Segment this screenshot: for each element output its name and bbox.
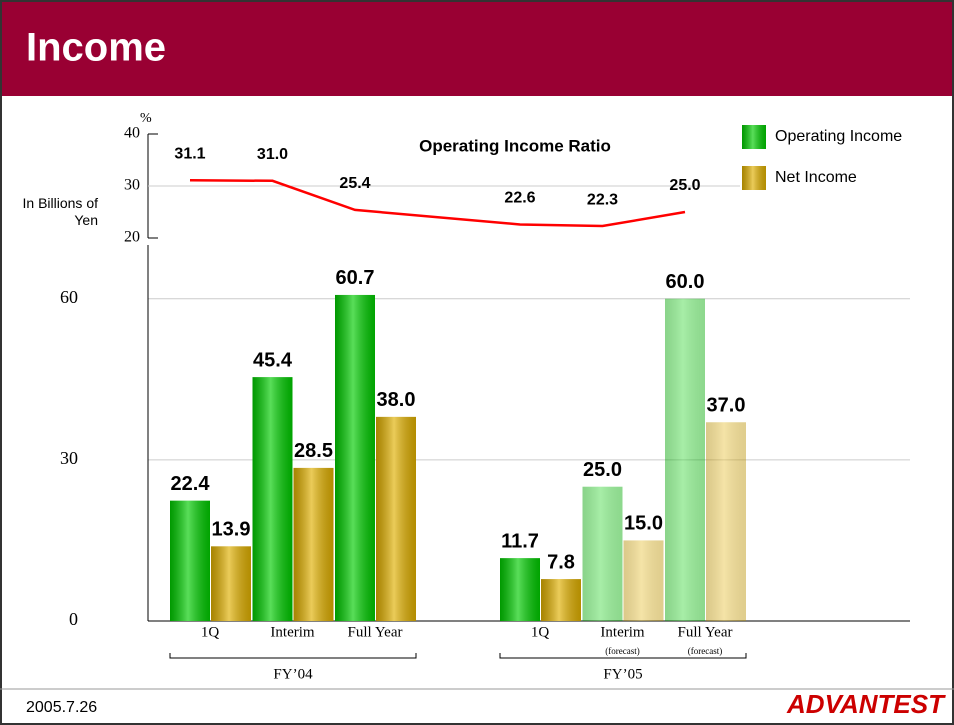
x-tick-note: (forecast) [688, 646, 722, 656]
unit-label: % [140, 111, 152, 126]
y-tick-label: 20 [124, 229, 140, 246]
data-label: 22.3 [587, 191, 618, 208]
data-label: 11.7 [501, 530, 539, 552]
bar-shine [541, 579, 581, 621]
bar-shine [211, 546, 251, 621]
data-label: 60.7 [336, 267, 375, 289]
x-tick-note: (forecast) [605, 646, 639, 656]
group-bracket [499, 653, 747, 659]
bar-shine [170, 500, 210, 621]
data-label: 45.4 [253, 349, 293, 371]
legend-label: Net Income [775, 169, 857, 186]
logo: ADVANTEST [786, 689, 946, 719]
bar-shine [665, 298, 705, 621]
bar-shine [582, 486, 623, 621]
x-tick-label: Interim [270, 624, 314, 640]
ratio-line [189, 179, 686, 228]
group-label: FY’05 [603, 666, 642, 682]
data-label: 22.4 [171, 473, 211, 495]
bar-shine [623, 540, 664, 621]
data-label: 31.1 [174, 145, 205, 162]
y-tick-label: 40 [124, 125, 140, 142]
bar-shine [706, 422, 746, 621]
data-label: 7.8 [547, 551, 575, 573]
data-label: 25.4 [339, 175, 370, 192]
data-label: 15.0 [624, 513, 663, 535]
bar-shine [293, 467, 334, 621]
group-bracket [169, 653, 417, 659]
data-label: 25.0 [669, 177, 700, 194]
bar-shine [252, 377, 293, 621]
x-tick-label: Full Year [347, 624, 402, 640]
x-tick-label: 1Q [531, 624, 550, 640]
y-tick-label: 60 [60, 287, 78, 307]
page-title: Income [26, 26, 166, 70]
data-label: 60.0 [666, 271, 705, 293]
group-label: FY’04 [273, 666, 313, 682]
y-tick-label: 30 [60, 448, 78, 468]
chart-title: Operating Income Ratio [419, 136, 611, 155]
data-label: 13.9 [212, 519, 251, 541]
legend-shine [742, 125, 766, 149]
bar-shine [500, 558, 540, 621]
y-tick-label: 30 [124, 177, 140, 194]
y-tick-label: 0 [69, 609, 78, 629]
data-label: 37.0 [707, 395, 746, 417]
y-axis-label: In Billions of Yen [22, 195, 98, 228]
data-label: 31.0 [257, 146, 288, 163]
data-label: 25.0 [583, 459, 622, 481]
data-label: 22.6 [504, 190, 535, 207]
footer-date: 2005.7.26 [26, 699, 97, 716]
x-tick-label: Full Year [677, 624, 732, 640]
bar-shine [335, 294, 375, 621]
bar-shine [376, 416, 416, 621]
data-label: 28.5 [294, 440, 333, 462]
legend-shine [742, 166, 766, 190]
legend-label: Operating Income [775, 128, 902, 145]
header-bar [0, 0, 954, 96]
x-tick-label: Interim [600, 624, 644, 640]
data-label: 38.0 [377, 389, 416, 411]
x-tick-label: 1Q [201, 624, 220, 640]
